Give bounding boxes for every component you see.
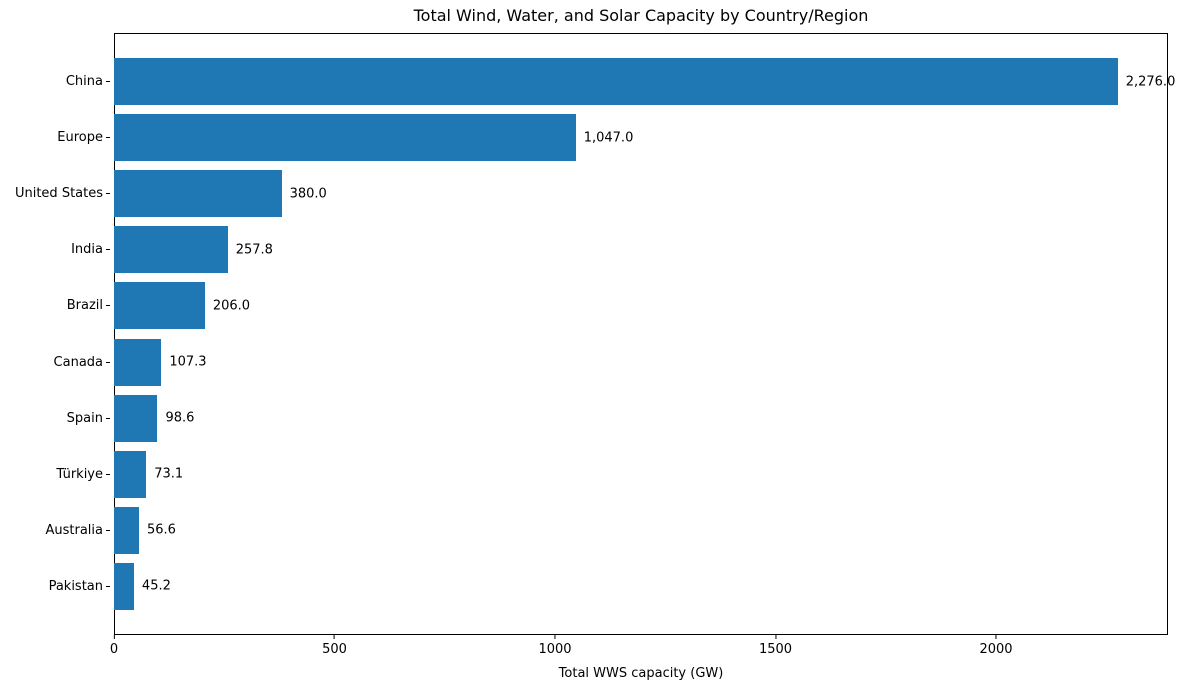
bar-value-label: 107.3: [169, 354, 207, 370]
x-tick: 1500: [759, 635, 792, 657]
y-tick-label: United States: [14, 186, 103, 202]
bar-value-label: 98.6: [165, 410, 195, 426]
bars-container: China 2,276.0 Europe 1,047.0 United States 38…: [0, 33, 1175, 635]
bar: [114, 450, 147, 498]
bar-track: 73.1: [114, 450, 1168, 498]
x-tick-label: 500: [322, 642, 347, 657]
bar-row: Canada 107.3: [0, 338, 1168, 386]
bar-value-label: 1,047.0: [583, 130, 634, 146]
y-tick-mark: [106, 81, 110, 82]
y-tick-label: Australia: [45, 522, 103, 538]
y-tick-mark: [106, 417, 110, 419]
bar-track: 380.0: [114, 170, 1168, 218]
bar-value-label: 257.8: [235, 242, 273, 258]
bar: [114, 58, 1118, 105]
bar: [114, 506, 139, 554]
bar-row: China 2,276.0: [0, 58, 1175, 105]
x-tick-label: 2000: [979, 642, 1013, 657]
bar-track: 45.2: [114, 562, 1168, 610]
x-tick-label: 0: [109, 642, 119, 657]
x-tick-mark: [995, 635, 997, 639]
bar-track: 206.0: [114, 282, 1168, 330]
y-tick-label: Canada: [53, 354, 103, 370]
chart-title: Total Wind, Water, and Solar Capacity by…: [413, 6, 869, 25]
bar-row: India 257.8: [0, 226, 1168, 274]
x-tick-mark: [333, 635, 335, 639]
bar-row: Türkiye 73.1: [0, 450, 1168, 498]
bar: [114, 226, 228, 274]
bar: [114, 170, 282, 218]
bar-row: Australia 56.6: [0, 506, 1168, 554]
y-tick-label: Pakistan: [48, 578, 103, 594]
y-tick-mark: [106, 361, 110, 363]
bar-track: 257.8: [114, 226, 1168, 274]
x-axis-ticks: 0 500 1000 1500 2000: [110, 635, 1168, 659]
bar-row: Europe 1,047.0: [0, 114, 1168, 162]
bar-value-label: 380.0: [289, 186, 327, 202]
bar-track: 107.3: [114, 338, 1168, 386]
x-tick: 0: [110, 635, 118, 657]
x-tick: 1000: [538, 635, 572, 657]
y-tick-label: Europe: [57, 130, 103, 146]
y-tick-label: China: [65, 74, 103, 89]
bar-track: 1,047.0: [114, 114, 1168, 162]
y-tick-label: Türkiye: [56, 466, 103, 482]
bar-value-label: 45.2: [141, 578, 171, 594]
bar: [114, 114, 576, 162]
x-tick-mark: [554, 635, 556, 639]
bar-track: 2,276.0: [114, 58, 1175, 105]
bar: [114, 282, 205, 330]
bar-value-label: 73.1: [154, 466, 184, 482]
x-axis-label: Total WWS capacity (GW): [558, 666, 724, 681]
y-tick-mark: [106, 249, 110, 251]
x-tick: 2000: [979, 635, 1013, 657]
x-tick-label: 1000: [538, 642, 572, 657]
bar-row: Pakistan 45.2: [0, 562, 1168, 610]
y-tick-label: Brazil: [66, 298, 103, 314]
y-tick-mark: [106, 473, 110, 475]
bar-track: 98.6: [114, 394, 1168, 442]
bar-value-label: 2,276.0: [1125, 74, 1176, 89]
y-tick-mark: [106, 529, 110, 531]
x-tick-label: 1500: [758, 642, 793, 657]
y-tick-label: India: [71, 242, 103, 258]
bar-row: Spain 98.6: [0, 394, 1168, 442]
x-tick-mark: [775, 635, 776, 639]
bar: [114, 562, 134, 610]
bar-track: 56.6: [114, 506, 1168, 554]
y-tick-mark: [106, 137, 110, 139]
y-tick-label: Spain: [66, 410, 103, 426]
bar-value-label: 206.0: [212, 298, 251, 314]
y-tick-mark: [106, 193, 110, 195]
x-tick: 500: [322, 635, 347, 657]
bar-value-label: 56.6: [146, 522, 176, 538]
bar: [114, 394, 158, 442]
bar-row: Brazil 206.0: [0, 282, 1168, 330]
bar-row: United States 380.0: [0, 170, 1168, 218]
y-tick-mark: [106, 585, 110, 587]
x-tick-mark: [113, 635, 115, 639]
bar: [114, 338, 162, 386]
y-tick-mark: [106, 305, 110, 307]
